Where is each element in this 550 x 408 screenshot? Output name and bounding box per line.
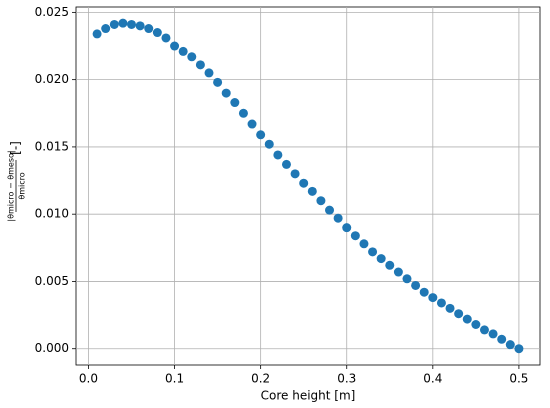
point: [281, 159, 291, 169]
x-tick-label: 0.5: [509, 372, 528, 386]
point: [118, 18, 128, 28]
point: [238, 108, 248, 118]
point: [428, 293, 438, 303]
point: [411, 280, 421, 290]
point: [127, 19, 137, 29]
x-tick-label: 0.2: [251, 372, 270, 386]
x-tick-label: 0.4: [423, 372, 442, 386]
y-tick-label: 0.000: [35, 341, 69, 355]
point: [170, 41, 180, 51]
point: [307, 186, 317, 196]
point: [187, 52, 197, 62]
point: [471, 320, 481, 330]
point: [221, 88, 231, 98]
point: [135, 21, 145, 31]
point: [161, 33, 171, 43]
x-axis-label: Core height [m]: [261, 389, 356, 403]
point: [488, 329, 498, 339]
y-tick-label: 0.020: [35, 72, 69, 86]
point: [454, 309, 464, 319]
point: [152, 28, 162, 38]
point: [247, 119, 257, 129]
point: [273, 150, 283, 160]
point: [342, 223, 352, 233]
point: [462, 314, 472, 324]
point: [204, 68, 214, 78]
point: [109, 19, 119, 29]
point: [195, 60, 205, 70]
x-tick-label: 0.0: [79, 372, 98, 386]
point: [350, 231, 360, 241]
point: [514, 344, 524, 354]
point: [385, 260, 395, 270]
point: [479, 325, 489, 335]
point: [230, 98, 240, 108]
y-axis-label: |θmicro − θmeso| θmicro [-]: [7, 141, 27, 221]
point: [178, 46, 188, 56]
point: [402, 274, 412, 284]
point: [445, 303, 455, 313]
point: [419, 287, 429, 297]
y-label-unit: [-]: [9, 141, 23, 155]
point: [505, 340, 515, 350]
x-tick-label: 0.1: [165, 372, 184, 386]
point: [290, 169, 300, 179]
y-tick-label: 0.025: [35, 5, 69, 19]
point: [497, 334, 507, 344]
point: [316, 196, 326, 206]
y-label-numerator: |θmicro − θmeso|: [7, 150, 16, 221]
plot-frame: [75, 6, 541, 366]
point: [376, 254, 386, 264]
x-tick-label: 0.3: [337, 372, 356, 386]
point: [92, 29, 102, 39]
y-label-denominator: θmicro: [18, 172, 27, 199]
point: [213, 77, 223, 87]
point: [299, 178, 309, 188]
y-tick-label: 0.005: [35, 274, 69, 288]
point: [325, 205, 335, 215]
point: [101, 24, 111, 34]
point: [256, 130, 266, 140]
point: [144, 24, 154, 34]
y-tick-label: 0.015: [35, 139, 69, 153]
point: [359, 239, 369, 249]
point: [393, 267, 403, 277]
y-tick-label: 0.010: [35, 207, 69, 221]
point: [333, 213, 343, 223]
point: [436, 298, 446, 308]
point: [264, 139, 274, 149]
point: [368, 247, 378, 257]
